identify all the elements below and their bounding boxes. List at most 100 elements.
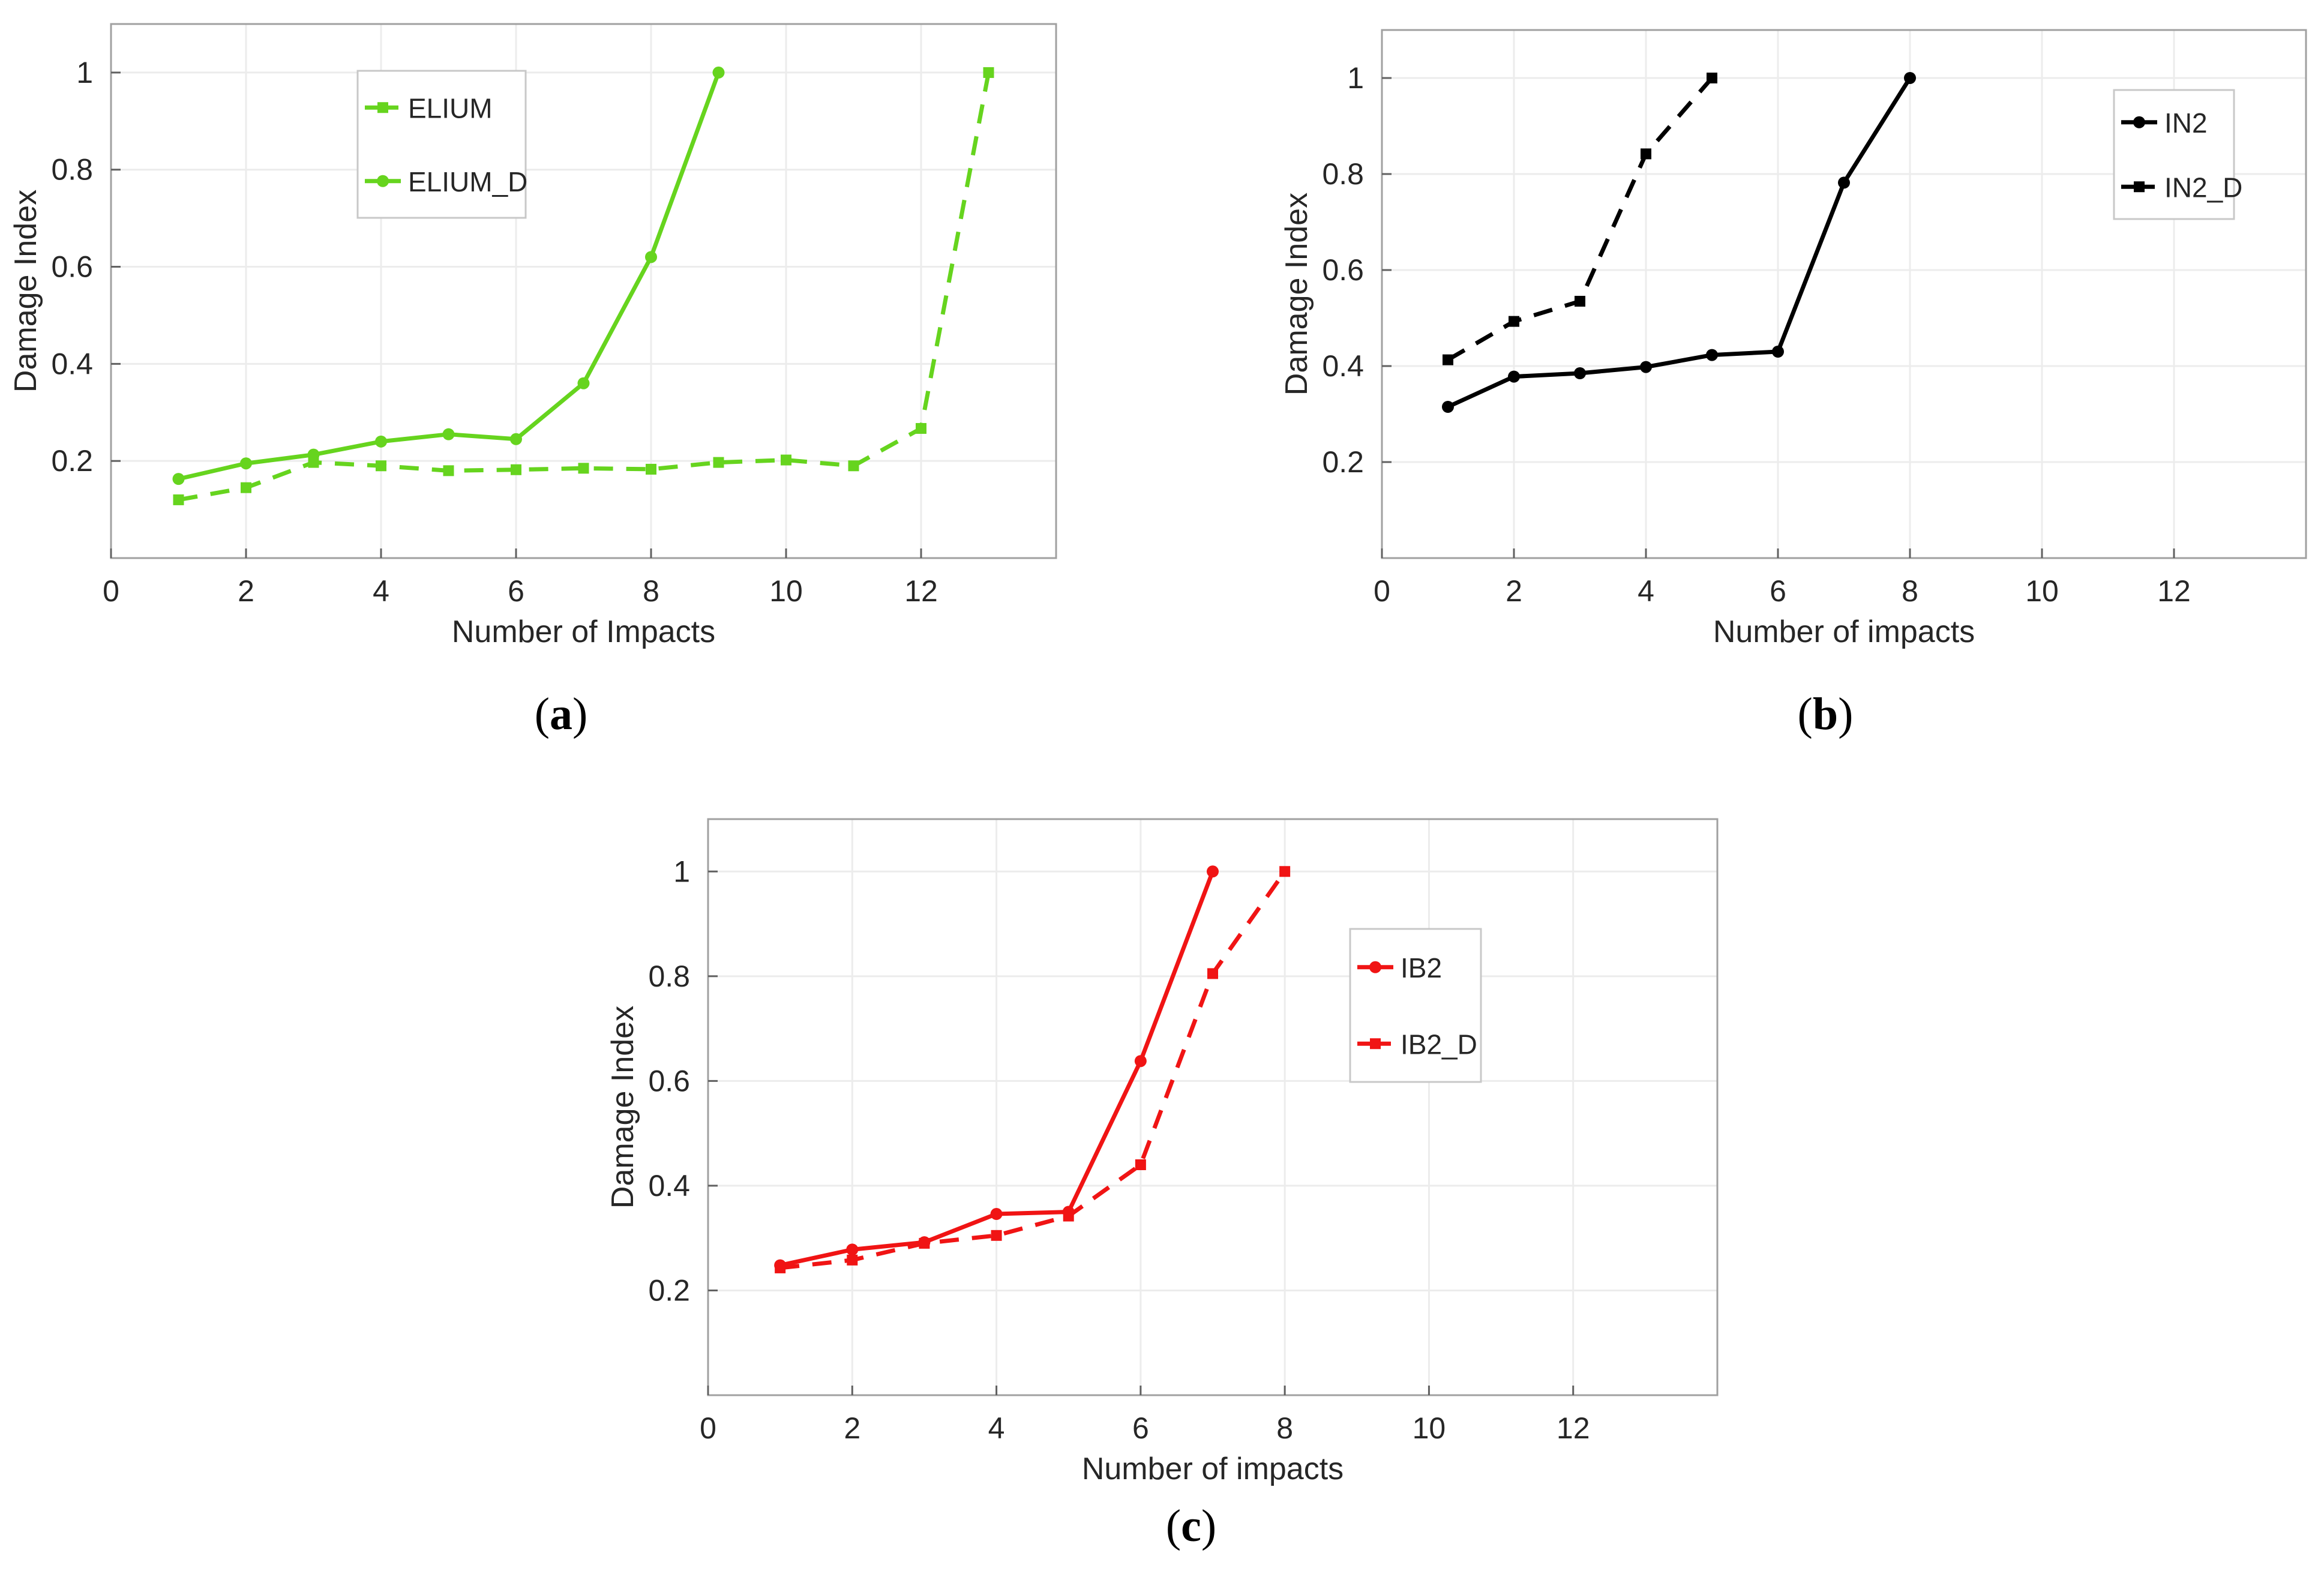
data-point-IB2_D bbox=[1207, 968, 1218, 979]
legend: IB2 IB2_D bbox=[1349, 928, 1482, 1083]
data-point-ELIUM bbox=[983, 67, 994, 78]
x-tick-label: 8 bbox=[1276, 1411, 1293, 1445]
data-point-ELIUM bbox=[916, 422, 926, 434]
data-point-IN2_D bbox=[1575, 296, 1585, 307]
data-point-ELIUM_D bbox=[577, 377, 590, 389]
legend-entry-label: IN2_D bbox=[2164, 172, 2242, 203]
y-tick-label: 0.8 bbox=[51, 153, 93, 187]
legend: IN2 IN2_D bbox=[2113, 89, 2242, 220]
legend-swatch-marker bbox=[2133, 116, 2145, 128]
y-tick-label: 0.2 bbox=[51, 444, 93, 478]
y-tick-label: 1 bbox=[76, 56, 93, 89]
x-tick-label: 4 bbox=[1638, 574, 1654, 608]
caption-paren: ( bbox=[1798, 689, 1813, 739]
data-point-ELIUM_D bbox=[240, 457, 252, 470]
axes-frame bbox=[110, 23, 1057, 559]
legend-swatch-marker bbox=[1370, 1038, 1381, 1050]
x-tick-label: 2 bbox=[238, 574, 254, 608]
x-tick-label: 10 bbox=[2025, 574, 2059, 608]
x-tick-label: 10 bbox=[1413, 1411, 1446, 1445]
data-point-IB2_D bbox=[1135, 1159, 1146, 1170]
panel-caption: (c) bbox=[1166, 1501, 1216, 1551]
x-tick-label: 0 bbox=[700, 1411, 716, 1445]
data-point-IB2 bbox=[990, 1208, 1003, 1221]
data-point-ELIUM bbox=[781, 454, 791, 466]
data-point-IN2_D bbox=[1707, 73, 1717, 83]
x-tick-label: 0 bbox=[103, 574, 119, 608]
caption-paren: ) bbox=[572, 689, 587, 739]
data-point-ELIUM_D bbox=[712, 66, 725, 79]
legend-swatch-marker bbox=[1369, 961, 1381, 973]
panel-caption: (a) bbox=[535, 689, 588, 739]
x-tick-label: 12 bbox=[1557, 1411, 1590, 1445]
data-point-IN2 bbox=[1574, 367, 1586, 379]
caption-paren: ) bbox=[1201, 1501, 1216, 1551]
legend-swatch-marker bbox=[377, 102, 388, 113]
data-point-IB2 bbox=[1134, 1055, 1147, 1068]
axes-frame bbox=[1381, 29, 2307, 559]
caption-paren: ( bbox=[535, 689, 550, 739]
data-point-IB2_D bbox=[847, 1254, 858, 1266]
x-tick-label: 2 bbox=[1506, 574, 1522, 608]
y-tick-label: 0.4 bbox=[51, 347, 93, 380]
x-tick-label: 8 bbox=[1902, 574, 1918, 608]
data-point-IB2 bbox=[1207, 865, 1219, 878]
panel-caption: (b) bbox=[1798, 689, 1854, 739]
legend-box bbox=[1349, 928, 1482, 1083]
x-tick-label: 2 bbox=[844, 1411, 860, 1445]
chart-panel-0: 0 2 4 6 8 10 12 0.2 0.4 0.6 0.8 1 Number of Impacts D… bbox=[8, 23, 1057, 739]
x-axis-label: Number of impacts bbox=[1713, 614, 1975, 649]
y-tick-label: 0.6 bbox=[648, 1064, 690, 1098]
y-tick-label: 1 bbox=[1347, 61, 1364, 95]
axes-frame bbox=[707, 818, 1719, 1396]
caption-letter: b bbox=[1813, 689, 1838, 739]
y-axis-label: Damage Index bbox=[1279, 193, 1314, 395]
series-line-IB2_D bbox=[779, 870, 1287, 1270]
x-tick-label: 6 bbox=[1770, 574, 1786, 608]
data-point-IN2 bbox=[1706, 349, 1718, 361]
legend-box bbox=[356, 70, 527, 219]
y-tick-label: 0.6 bbox=[1322, 253, 1364, 287]
series-line-IN2 bbox=[1447, 77, 1912, 409]
y-axis-label: Damage Index bbox=[605, 1006, 640, 1209]
y-tick-label: 0.2 bbox=[1322, 445, 1364, 479]
data-point-IN2_D bbox=[1443, 354, 1453, 365]
x-tick-label: 12 bbox=[2157, 574, 2191, 608]
data-point-ELIUM_D bbox=[510, 433, 522, 445]
legend-entry-label: ELIUM bbox=[408, 92, 493, 124]
data-point-IB2_D bbox=[1279, 866, 1291, 877]
data-point-ELIUM bbox=[646, 463, 656, 475]
data-point-IB2_D bbox=[775, 1262, 786, 1273]
x-tick-label: 6 bbox=[508, 574, 524, 608]
data-point-IB2_D bbox=[1063, 1210, 1074, 1222]
x-tick-label: 12 bbox=[904, 574, 938, 608]
data-point-ELIUM bbox=[376, 460, 386, 472]
data-point-IN2 bbox=[1640, 361, 1652, 373]
data-point-ELIUM bbox=[848, 460, 859, 472]
data-point-ELIUM_D bbox=[172, 473, 185, 485]
x-tick-label: 4 bbox=[373, 574, 389, 608]
chart-panel-2: 0 2 4 6 8 10 12 0.2 0.4 0.6 0.8 1 Number of impacts D… bbox=[605, 818, 1719, 1551]
legend-entry-label: IN2 bbox=[2164, 107, 2208, 139]
caption-letter: a bbox=[550, 689, 572, 739]
legend-swatch-marker bbox=[2134, 181, 2145, 193]
y-tick-label: 1 bbox=[673, 855, 690, 888]
data-point-IN2 bbox=[1838, 176, 1850, 189]
data-point-ELIUM bbox=[173, 494, 184, 505]
y-axis-label: Damage Index bbox=[8, 190, 43, 392]
data-point-ELIUM_D bbox=[442, 428, 455, 440]
x-tick-label: 0 bbox=[1374, 574, 1390, 608]
data-point-ELIUM bbox=[713, 457, 724, 468]
y-tick-label: 0.8 bbox=[1322, 157, 1364, 191]
data-point-IB2_D bbox=[991, 1230, 1002, 1241]
data-point-IN2 bbox=[1442, 401, 1454, 413]
x-tick-label: 10 bbox=[769, 574, 803, 608]
y-tick-label: 0.4 bbox=[1322, 349, 1364, 383]
x-tick-label: 4 bbox=[988, 1411, 1005, 1445]
legend-entry-label: ELIUM_D bbox=[408, 166, 527, 197]
x-tick-label: 8 bbox=[643, 574, 659, 608]
caption-paren: ( bbox=[1166, 1501, 1181, 1551]
x-axis-label: Number of Impacts bbox=[452, 614, 715, 649]
data-point-ELIUM bbox=[241, 482, 251, 493]
